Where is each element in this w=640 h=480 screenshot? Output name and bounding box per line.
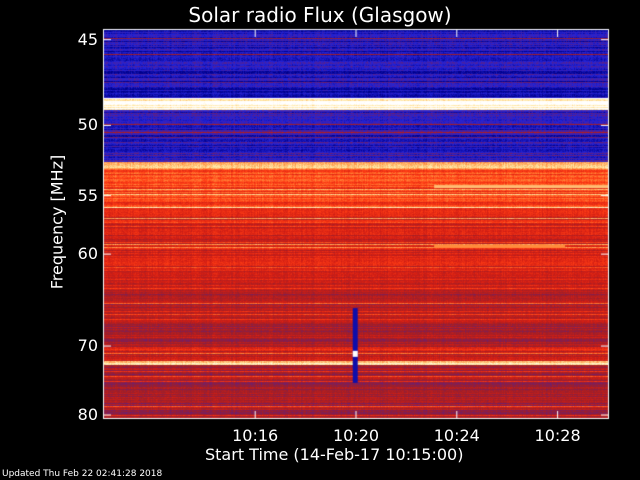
y-tick-label: 55 <box>77 185 98 205</box>
y-tick-label: 80 <box>77 405 98 424</box>
x-tick-label: 10:20 <box>332 426 380 445</box>
x-tick-label: 10:16 <box>232 426 279 445</box>
y-tick-label: 70 <box>77 336 98 356</box>
x-tick-label: 10:28 <box>534 426 581 445</box>
y-tick-label: 60 <box>77 244 98 264</box>
x-axis-label: Start Time (14-Feb-17 10:15:00) <box>205 445 464 464</box>
chart-title: Solar radio Flux (Glasgow) <box>188 3 452 27</box>
y-axis-label: Frequency [MHz] <box>47 154 67 290</box>
x-tick-label: 10:24 <box>433 426 480 445</box>
y-tick-label: 45 <box>77 29 98 49</box>
y-tick-label: 50 <box>77 115 98 135</box>
updated-footer: Updated Thu Feb 22 02:41:28 2018 <box>2 469 163 479</box>
